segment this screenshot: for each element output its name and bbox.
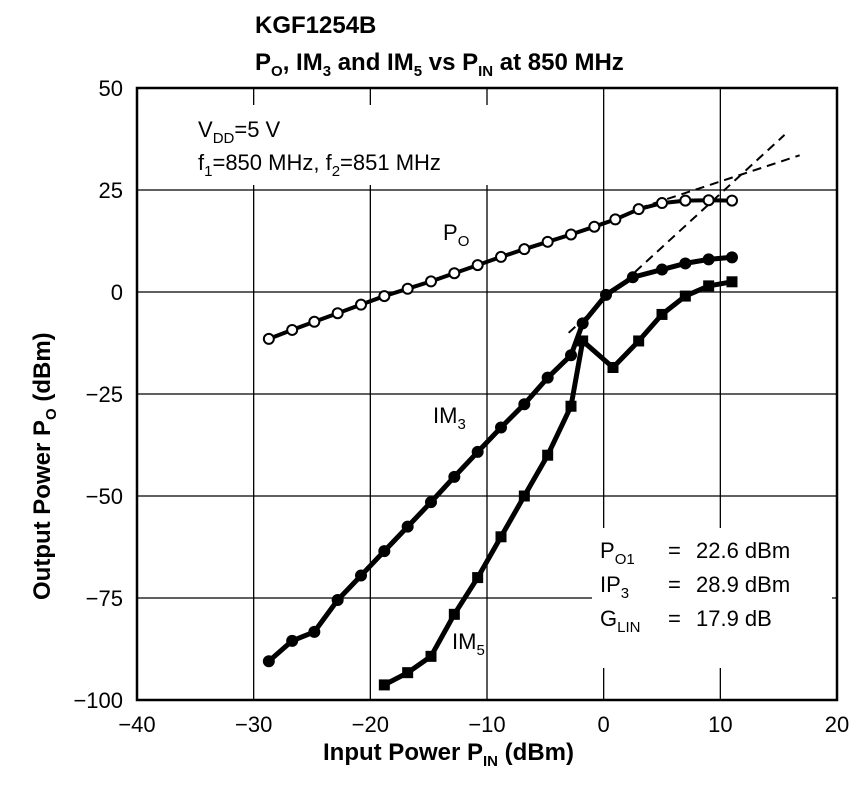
im3-point	[286, 634, 299, 647]
po-point	[565, 228, 577, 241]
im5-point	[495, 531, 507, 543]
im5-point	[472, 572, 484, 584]
im5-point	[448, 608, 460, 620]
im3-point	[378, 545, 391, 558]
im5-point	[607, 361, 619, 373]
im5-point	[425, 650, 437, 662]
y-tick-label: −75	[86, 586, 123, 611]
im3-point	[541, 371, 554, 384]
im3-series-label: IM3	[433, 403, 466, 433]
chart-subtitle: PO, IM3 and IM5 vs PIN at 850 MHz	[255, 49, 624, 80]
im3-point	[656, 263, 668, 276]
po-point	[609, 213, 622, 226]
im5-point	[656, 308, 668, 320]
im5-point	[402, 667, 414, 679]
po-point	[331, 307, 344, 320]
im3-point	[600, 288, 612, 301]
im3-point	[702, 253, 715, 266]
im5-point	[542, 449, 554, 461]
im5-point	[378, 679, 390, 691]
po-point	[702, 194, 715, 207]
po1-result: PO1 = 22.6 dBm	[600, 538, 790, 568]
im5-point	[518, 490, 530, 502]
x-tick-label: 0	[598, 712, 610, 737]
conditions-bg	[185, 105, 525, 185]
im3-point	[626, 271, 639, 284]
po-point	[656, 197, 668, 210]
chart-title: KGF1254B	[255, 12, 376, 39]
x-axis-label: Input Power PIN (dBm)	[323, 739, 574, 770]
im3-point	[262, 655, 275, 668]
im3-point	[308, 625, 321, 638]
im3-point	[425, 496, 437, 509]
po-point	[471, 259, 484, 272]
po-point	[541, 235, 554, 248]
po-series-label: PO	[443, 220, 469, 250]
po-point	[401, 282, 414, 295]
x-tick-label: −40	[118, 712, 155, 737]
frequency-label: f1=850 MHz, f2=851 MHz	[198, 150, 441, 180]
y-tick-label: −100	[73, 688, 123, 713]
im3-point	[355, 569, 367, 582]
im3-point	[495, 421, 507, 434]
y-tick-label: −25	[86, 382, 123, 407]
im5-point	[726, 276, 738, 288]
extrapolation-line	[638, 154, 800, 210]
im5-point	[577, 335, 589, 347]
im3-point	[471, 445, 484, 458]
po-point	[425, 275, 437, 288]
vdd-label: VDD=5 V	[198, 117, 281, 147]
x-tick-label: −30	[235, 712, 272, 737]
po-point	[355, 298, 367, 311]
po-point	[308, 315, 321, 328]
im5-series-label: IM5	[452, 629, 485, 659]
po-point	[518, 243, 531, 256]
y-axis-label: Output Power PO (dBm)	[29, 332, 60, 600]
im3-point	[679, 257, 692, 270]
results-bg	[592, 528, 832, 668]
po-point	[448, 267, 461, 280]
po-point	[632, 203, 645, 216]
po-point	[588, 220, 601, 233]
y-tick-label: 25	[99, 178, 123, 203]
im3-point	[726, 251, 738, 264]
im5-point	[633, 335, 645, 347]
im3-point	[576, 317, 589, 330]
x-tick-label: −10	[468, 712, 505, 737]
po-point	[262, 332, 275, 345]
y-tick-label: 0	[111, 280, 123, 305]
data-markers	[262, 194, 738, 691]
im5-series-line	[383, 279, 733, 688]
glin-result: GLIN = 17.9 dB	[600, 606, 772, 636]
im3-point	[401, 520, 414, 533]
po-point	[726, 194, 738, 207]
im5-point	[565, 400, 577, 412]
y-tick-label: −50	[86, 484, 123, 509]
im3-point	[448, 470, 461, 483]
im3-point	[565, 349, 577, 362]
po-point	[378, 290, 391, 303]
ip3-result: IP3 = 28.9 dBm	[600, 572, 790, 602]
y-tick-label: 50	[99, 76, 123, 101]
x-tick-label: −20	[352, 712, 389, 737]
x-tick-label: 20	[825, 712, 849, 737]
im5-point	[679, 290, 691, 302]
po-point	[679, 194, 692, 207]
im3-point	[331, 594, 344, 607]
plot-frame	[135, 86, 839, 702]
x-tick-label: 10	[708, 712, 732, 737]
im3-point	[518, 398, 531, 411]
po-point	[495, 250, 507, 263]
im5-point	[703, 280, 715, 292]
po-point	[286, 323, 299, 336]
